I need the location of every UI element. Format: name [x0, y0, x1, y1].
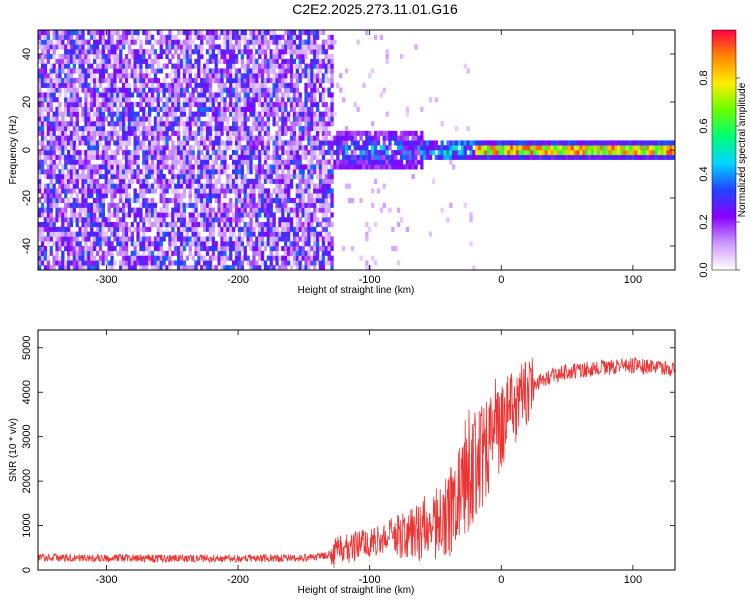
colorbar-tick-label: 0.4 [698, 166, 710, 181]
colorbar-tick-label: 0.2 [698, 214, 710, 229]
colorbar-ticks: 0.0 0.2 0.4 0.6 0.8 [698, 70, 740, 278]
snr-frame [37, 329, 676, 571]
snr-x-tick-label: -100 [359, 574, 381, 586]
snr-y-tick-label: 5000 [21, 336, 33, 360]
colorbar-gradient [711, 29, 737, 271]
snr-x-tick-label: -300 [95, 574, 117, 586]
snr-x-tick-label: 0 [498, 574, 504, 586]
snr-y-tick-label: 1000 [21, 513, 33, 537]
spectrogram-x-tick-label: -300 [95, 274, 117, 286]
spectrogram-x-tick-label: -200 [227, 274, 249, 286]
colorbar-label: Normalized spectral amplitude [737, 82, 748, 217]
spectrogram-x-axis-label: Height of straight line (km) [298, 285, 415, 296]
spectrogram-y-tick-label: -20 [21, 190, 33, 206]
snr-y-axis-label: SNR (10 * v/v) [8, 418, 19, 482]
colorbar-tick-label: 0.6 [698, 118, 710, 133]
snr-y-tick-label: 0 [21, 567, 33, 573]
spectrogram-y-axis-label: Frequency (Hz) [8, 116, 19, 185]
spectrogram-cells [38, 30, 675, 270]
snr-x-axis-label: Height of straight line (km) [298, 585, 415, 596]
spectrogram-y-tick-label: 40 [21, 48, 33, 60]
colorbar-tick-label: 0.8 [698, 70, 710, 85]
snr-y-tick-label: 3000 [21, 424, 33, 448]
chart-title: C2E2.2025.273.11.01.G16 [292, 1, 458, 17]
snr-line [38, 356, 675, 569]
snr-y-tick-label: 2000 [21, 469, 33, 493]
snr-x-tick-label: -200 [227, 574, 249, 586]
spectrogram-x-tick-label: 0 [498, 274, 504, 286]
spectrogram-y-tick-label: 20 [21, 96, 33, 108]
snr-y-tick-label: 4000 [21, 380, 33, 404]
snr-x-tick-label: 100 [624, 574, 642, 586]
spectrogram-y-tick-label: 0 [21, 147, 33, 153]
spectrogram-x-tick-label: -100 [359, 274, 381, 286]
spectrogram-x-tick-label: 100 [624, 274, 642, 286]
colorbar-tick-label: 0.0 [698, 262, 710, 277]
colorbar: 0.0 0.2 0.4 0.6 0.8 Normalized spectral ampl… [698, 29, 748, 278]
spectrogram-y-tick-label: -40 [21, 238, 33, 254]
